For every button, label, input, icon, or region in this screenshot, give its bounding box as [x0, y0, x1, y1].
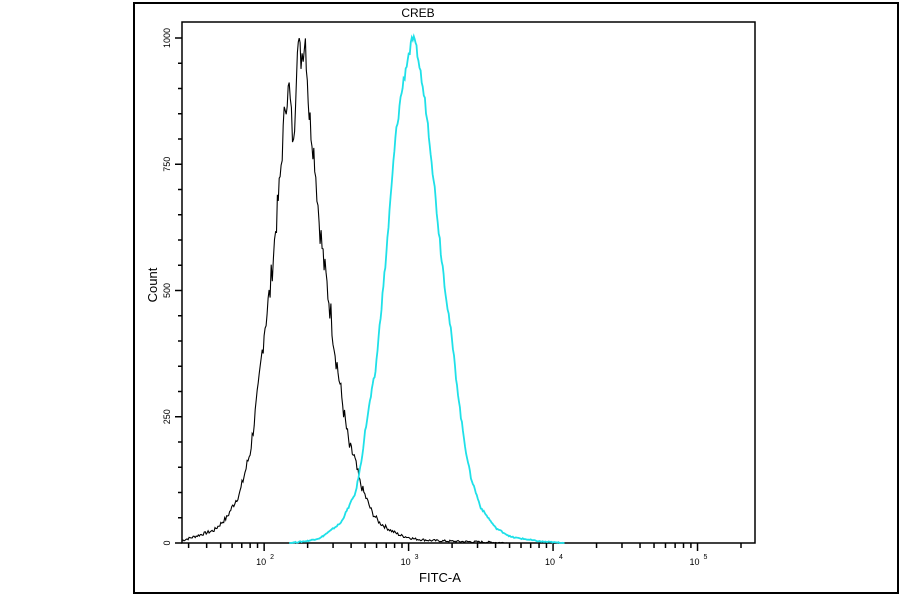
- x-axis-label: FITC-A: [419, 570, 461, 585]
- plot-area: [181, 21, 756, 544]
- y-axis-label: Count: [145, 267, 160, 302]
- x-tick-label: 10: [401, 557, 411, 567]
- x-tick-label: 10: [545, 557, 555, 567]
- chart-frame: [133, 2, 899, 594]
- x-tick-label: 10: [690, 557, 700, 567]
- x-tick-exponent: 4: [559, 554, 563, 561]
- x-tick-label: 10: [256, 557, 266, 567]
- chart-title: CREB: [401, 6, 434, 20]
- y-tick-label: 500: [162, 283, 172, 298]
- histogram-series-1: [181, 37, 510, 544]
- y-tick-label: 750: [162, 157, 172, 172]
- x-tick-exponent: 2: [270, 554, 274, 561]
- y-tick-label: 1000: [162, 28, 172, 48]
- x-tick-exponent: 5: [704, 554, 708, 561]
- x-tick-exponent: 3: [415, 554, 419, 561]
- y-tick-label: 0: [162, 540, 172, 545]
- histogram-series-2: [289, 33, 565, 544]
- y-tick-label: 250: [162, 409, 172, 424]
